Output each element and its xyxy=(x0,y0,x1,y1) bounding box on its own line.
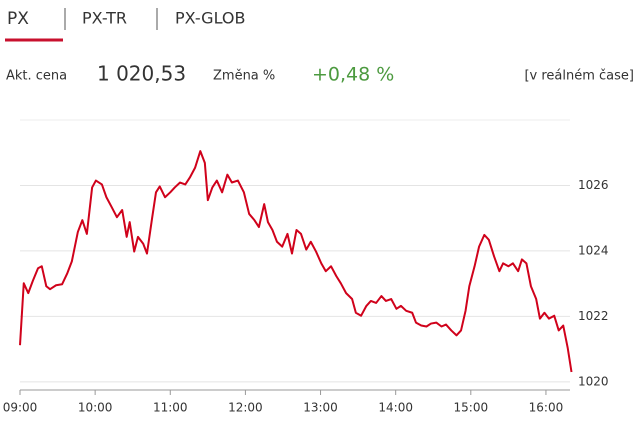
change: +0,48 % xyxy=(312,64,394,86)
x-tick-label: 10:00 xyxy=(78,401,113,415)
x-tick-label: 12:00 xyxy=(228,401,263,415)
tab[interactable]: PX-GLOB xyxy=(175,9,245,28)
mode: [v reálném čase] xyxy=(524,69,634,84)
y-tick-label: 1026 xyxy=(578,178,609,192)
price-line xyxy=(19,150,573,373)
price-label: Akt. cena xyxy=(6,69,67,84)
x-tick-label: 15:00 xyxy=(454,401,489,415)
y-tick-label: 1024 xyxy=(578,243,609,257)
y-tick-label: 1020 xyxy=(578,374,609,388)
x-tick-label: 13:00 xyxy=(303,401,338,415)
price: 1 020,53 xyxy=(97,62,186,86)
tab[interactable]: PX-TR xyxy=(82,9,127,28)
tab[interactable]: PX xyxy=(7,9,29,29)
y-tick-label: 1022 xyxy=(578,309,609,323)
x-tick-label: 14:00 xyxy=(378,401,413,415)
x-tick-label: 11:00 xyxy=(153,401,188,415)
x-tick-label: 09:00 xyxy=(3,401,38,415)
x-tick-label: 16:00 xyxy=(529,401,564,415)
change-label: Změna % xyxy=(213,69,275,84)
